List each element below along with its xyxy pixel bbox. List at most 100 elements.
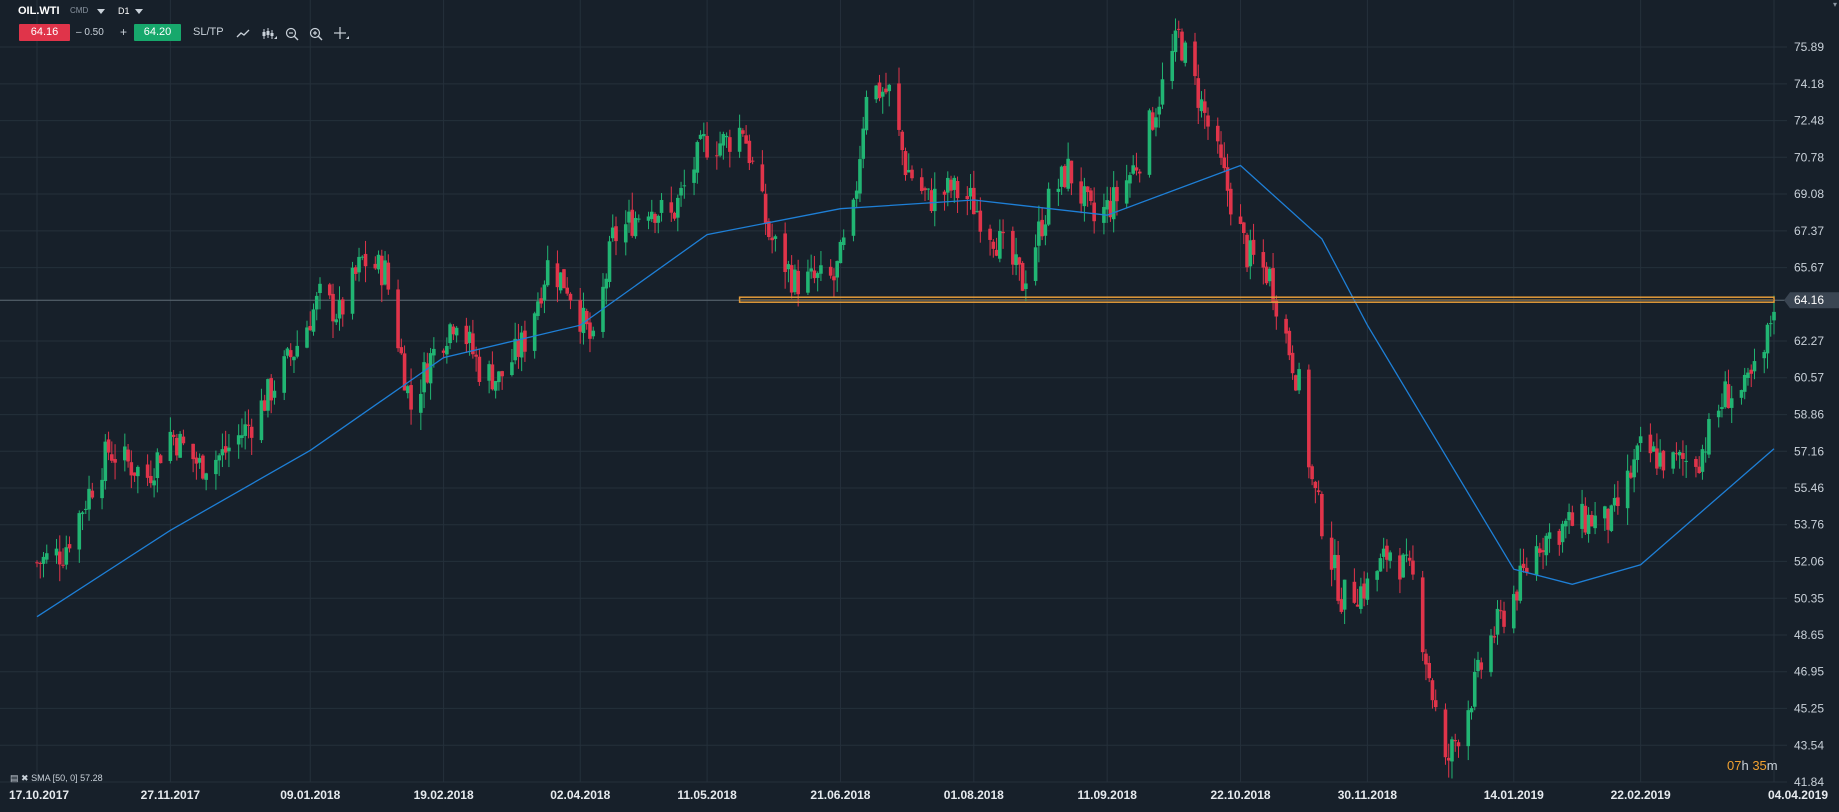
indicator-remove-icon[interactable]: ✖ (21, 773, 29, 783)
candle-bearish (1307, 369, 1311, 468)
candle-bearish (1606, 508, 1610, 530)
candle-bearish (308, 325, 313, 331)
interval-dropdown[interactable]: D1 (118, 6, 143, 16)
zoom-out-icon[interactable] (284, 26, 300, 42)
candle-bullish (1729, 398, 1734, 408)
candle-bearish (1629, 472, 1633, 478)
countdown-hours: 07 (1727, 758, 1742, 773)
candle-bearish (1215, 125, 1220, 142)
y-axis-label: 75.89 (1794, 40, 1824, 54)
candle-bullish (513, 338, 517, 361)
candle-bearish (1515, 591, 1519, 601)
candle-bullish (1111, 187, 1116, 220)
candle-bearish (923, 188, 927, 191)
candle-bearish (158, 455, 163, 464)
candle-bullish (350, 267, 355, 314)
zoom-in-icon[interactable] (308, 26, 324, 42)
candle-bullish (1404, 554, 1409, 556)
candle-bullish (1268, 268, 1272, 282)
x-axis-label: 11.09.2018 (1077, 788, 1137, 802)
candle-bearish (373, 263, 378, 269)
candle-bullish (100, 479, 104, 499)
buy-button[interactable]: 64.20 (134, 24, 181, 41)
y-axis-label: 57.16 (1794, 444, 1824, 458)
candle-bearish (1238, 216, 1243, 224)
candle-bullish (282, 356, 287, 393)
panel-menu-icon[interactable]: ▾ (1832, 0, 1837, 9)
candle-bullish (1739, 390, 1744, 398)
candle-bullish (87, 488, 91, 510)
candle-bearish (1661, 450, 1666, 471)
candle-bearish (978, 210, 983, 232)
candle-bearish (672, 212, 677, 219)
candle-bullish (1157, 106, 1162, 115)
candle-bearish (1271, 268, 1275, 303)
indicator-settings-icon[interactable]: ▤ (10, 773, 19, 783)
candle-bearish (1433, 700, 1438, 708)
candle-bullish (1059, 166, 1064, 187)
indicators-icon[interactable] (261, 26, 277, 42)
candle-bearish (490, 364, 495, 390)
candle-bearish (327, 284, 332, 296)
candle-bullish (1716, 410, 1721, 418)
sell-button[interactable]: 64.16 (19, 24, 70, 41)
candle-bullish (633, 217, 638, 237)
candle-bullish (1131, 165, 1135, 174)
candle-bearish (1011, 230, 1015, 265)
candle-bullish (581, 307, 586, 334)
y-axis-label: 46.95 (1794, 665, 1824, 679)
candle-bearish (653, 213, 657, 223)
candle-bullish (243, 424, 247, 436)
candle-bullish (737, 127, 742, 152)
candle-bearish (1420, 577, 1425, 653)
sl-tp-button[interactable]: SL/TP (193, 26, 224, 38)
candle-bullish (1105, 200, 1109, 210)
candle-bearish (425, 363, 430, 383)
candle-bullish (591, 330, 596, 337)
candle-bearish (1228, 188, 1233, 215)
candle-bullish (1772, 311, 1776, 321)
candle-bearish (1196, 78, 1201, 108)
candle-bullish (41, 556, 46, 564)
volume-decrease-button[interactable]: – 0.50 (76, 27, 104, 38)
candle-bearish (1225, 167, 1230, 191)
candle-bullish (357, 256, 361, 273)
current-price-tag (1784, 292, 1839, 309)
candle-bullish (1401, 554, 1405, 578)
candle-bullish (487, 364, 491, 381)
symbol-dropdown-icon[interactable] (92, 6, 105, 16)
y-axis-label: 41.84 (1794, 775, 1824, 789)
symbol-name[interactable]: OIL.WTI (18, 5, 60, 17)
candle-bullish (887, 84, 892, 92)
candle-bullish (542, 284, 547, 301)
candle-bearish (340, 299, 345, 315)
volume-increase-button[interactable]: + (120, 25, 128, 39)
line-chart-icon[interactable] (236, 26, 252, 42)
candle-bullish (536, 301, 540, 316)
candle-bullish (1365, 578, 1370, 600)
candle-bearish (353, 267, 358, 274)
candle-bearish (1193, 41, 1197, 77)
candle-bullish (311, 309, 316, 332)
indicator-legend[interactable]: ▤ ✖ SMA [50, 0] 57.28 (10, 773, 103, 784)
candle-bearish (897, 83, 901, 130)
candle-bullish (1381, 548, 1386, 557)
y-axis-label: 50.35 (1794, 591, 1824, 605)
candle-bearish (1453, 740, 1458, 742)
candle-bullish (454, 327, 459, 336)
candle-bearish (1521, 563, 1526, 569)
candle-bearish (584, 310, 589, 325)
crosshair-icon[interactable] (333, 26, 349, 42)
candle-bearish (175, 437, 179, 456)
candle-bearish (1079, 181, 1083, 204)
candle-bullish (998, 230, 1002, 259)
candle-bullish (103, 441, 108, 482)
candle-bearish (1674, 453, 1679, 455)
x-axis-label: 11.05.2018 (677, 788, 737, 802)
candle-bullish (285, 348, 290, 356)
candle-bullish (1046, 188, 1051, 225)
candle-bearish (828, 266, 833, 276)
candle-bearish (1316, 490, 1321, 493)
candle-bearish (1427, 662, 1432, 679)
